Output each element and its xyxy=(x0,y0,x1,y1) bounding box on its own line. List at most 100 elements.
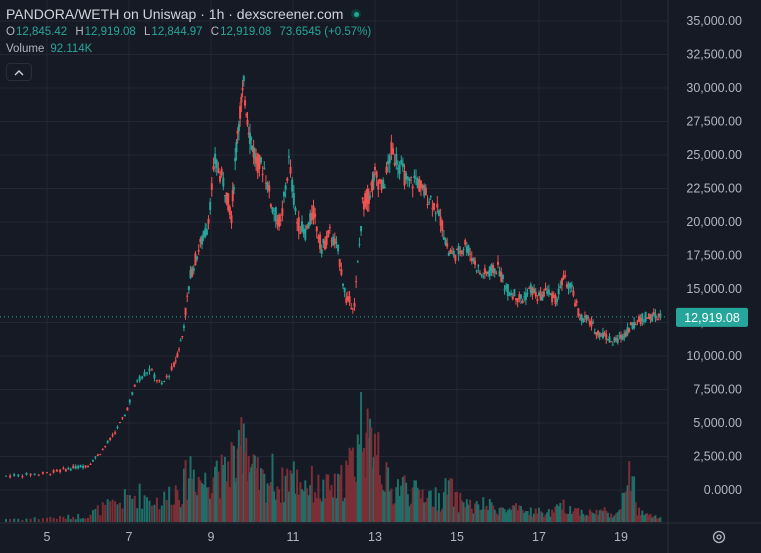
candle-body[interactable] xyxy=(526,292,529,294)
candle-body[interactable] xyxy=(246,119,249,126)
candle-body[interactable] xyxy=(626,327,629,335)
candle-body[interactable] xyxy=(493,268,496,274)
candle-body[interactable] xyxy=(492,265,495,273)
candle-body[interactable] xyxy=(187,286,190,290)
candle-body[interactable] xyxy=(475,270,478,272)
candle-body[interactable] xyxy=(209,201,212,211)
candle-body[interactable] xyxy=(454,254,457,261)
candle-body[interactable] xyxy=(333,238,336,245)
candle-body[interactable] xyxy=(212,166,215,170)
candle-body[interactable] xyxy=(317,236,320,239)
candle-body[interactable] xyxy=(104,445,107,447)
candle-body[interactable] xyxy=(286,178,289,181)
candle-body[interactable] xyxy=(565,284,568,288)
candle-body[interactable] xyxy=(33,473,36,476)
candle-body[interactable] xyxy=(353,302,356,307)
candle-body[interactable] xyxy=(312,205,315,219)
candle-body[interactable] xyxy=(279,219,282,221)
candle-body[interactable] xyxy=(408,178,411,181)
candle-body[interactable] xyxy=(294,207,297,212)
candle-body[interactable] xyxy=(649,315,652,320)
candle-body[interactable] xyxy=(621,336,624,340)
candle-body[interactable] xyxy=(236,130,239,134)
candle-body[interactable] xyxy=(62,468,65,470)
candle-body[interactable] xyxy=(232,187,235,190)
candle-body[interactable] xyxy=(367,195,370,204)
candle-body[interactable] xyxy=(374,166,376,171)
candle-body[interactable] xyxy=(253,153,256,160)
candle-body[interactable] xyxy=(652,311,655,315)
candle-body[interactable] xyxy=(638,316,641,322)
candle-body[interactable] xyxy=(401,163,404,168)
candle-body[interactable] xyxy=(562,275,565,280)
candle-body[interactable] xyxy=(595,332,598,336)
candle-body[interactable] xyxy=(348,296,351,303)
candle-body[interactable] xyxy=(465,246,468,253)
candle-body[interactable] xyxy=(506,284,509,296)
candle-body[interactable] xyxy=(291,179,294,192)
candle-body[interactable] xyxy=(274,207,277,221)
candle-body[interactable] xyxy=(192,268,195,271)
candle-body[interactable] xyxy=(264,182,267,184)
candle-body[interactable] xyxy=(588,320,591,325)
candle-body[interactable] xyxy=(176,353,179,358)
candle-body[interactable] xyxy=(297,217,300,232)
candle-body[interactable] xyxy=(497,261,499,265)
candle-body[interactable] xyxy=(77,465,80,469)
candle-body[interactable] xyxy=(405,173,408,180)
candle-body[interactable] xyxy=(289,166,292,174)
candle-body[interactable] xyxy=(511,296,514,300)
candle-body[interactable] xyxy=(41,471,44,474)
candle-body[interactable] xyxy=(519,294,522,299)
candle-body[interactable] xyxy=(148,368,151,372)
candle-body[interactable] xyxy=(487,272,490,275)
candle-body[interactable] xyxy=(365,195,368,203)
candle-body[interactable] xyxy=(459,251,462,253)
candle-body[interactable] xyxy=(268,185,271,192)
candle-body[interactable] xyxy=(392,148,395,155)
candle-body[interactable] xyxy=(416,179,419,188)
candle-body[interactable] xyxy=(598,332,601,338)
candle-body[interactable] xyxy=(197,250,200,252)
candle-body[interactable] xyxy=(603,332,606,336)
candle-body[interactable] xyxy=(478,272,481,275)
candle-body[interactable] xyxy=(260,157,263,163)
candle-body[interactable] xyxy=(210,183,213,190)
candle-body[interactable] xyxy=(582,318,585,323)
candle-body[interactable] xyxy=(343,287,346,292)
candle-body[interactable] xyxy=(528,287,531,289)
candle-body[interactable] xyxy=(282,192,285,197)
candle-body[interactable] xyxy=(541,294,544,301)
candle-body[interactable] xyxy=(199,239,202,243)
candle-body[interactable] xyxy=(439,216,442,226)
candle-body[interactable] xyxy=(330,240,333,242)
candle-body[interactable] xyxy=(513,289,516,297)
candle-body[interactable] xyxy=(572,290,575,296)
candle-body[interactable] xyxy=(590,321,593,327)
candle-body[interactable] xyxy=(251,145,254,151)
candle-body[interactable] xyxy=(320,249,323,254)
candle-body[interactable] xyxy=(351,308,354,310)
candle-body[interactable] xyxy=(184,307,187,316)
candle-body[interactable] xyxy=(69,468,72,471)
candle-body[interactable] xyxy=(25,472,28,475)
candle-body[interactable] xyxy=(17,474,20,477)
candle-body[interactable] xyxy=(508,294,511,296)
candle-body[interactable] xyxy=(173,362,176,367)
candle-body[interactable] xyxy=(248,132,251,144)
candle-body[interactable] xyxy=(636,320,639,322)
candle-body[interactable] xyxy=(284,185,287,190)
candle-body[interactable] xyxy=(328,226,331,228)
candle-body[interactable] xyxy=(59,469,62,473)
candle-body[interactable] xyxy=(605,334,608,340)
candle-body[interactable] xyxy=(560,278,563,286)
candle-body[interactable] xyxy=(615,337,618,341)
candle-body[interactable] xyxy=(163,381,166,383)
candle-body[interactable] xyxy=(219,176,222,182)
candle-body[interactable] xyxy=(395,153,398,165)
candle-body[interactable] xyxy=(302,228,305,234)
candle-body[interactable] xyxy=(266,182,269,190)
candle-body[interactable] xyxy=(299,232,302,234)
candle-body[interactable] xyxy=(281,208,284,216)
candle-body[interactable] xyxy=(574,303,577,307)
